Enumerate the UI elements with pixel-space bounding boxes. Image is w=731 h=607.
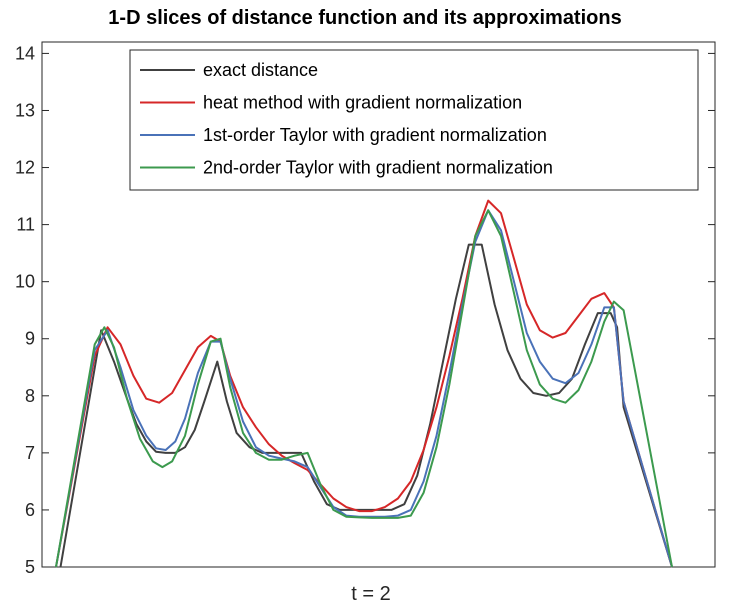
chart-title: 1-D slices of distance function and its …: [108, 7, 621, 29]
y-tick-label: 8: [25, 386, 35, 406]
y-tick-label: 9: [25, 329, 35, 349]
series-line-2: [55, 199, 673, 568]
y-tick-label: 14: [15, 43, 35, 63]
legend-entry-3: 1st-order Taylor with gradient normaliza…: [203, 125, 547, 145]
series-group: [55, 199, 673, 568]
series-line-4: [55, 209, 673, 568]
legend-entry-4: 2nd-order Taylor with gradient normaliza…: [203, 158, 553, 178]
legend-box: [129, 49, 699, 191]
y-tick-label: 5: [25, 557, 35, 577]
y-tick-label: 7: [25, 443, 35, 463]
x-axis-label: t = 2: [351, 583, 390, 605]
legend: exact distance heat method with gradient …: [129, 49, 699, 191]
legend-entry-1: exact distance: [203, 60, 318, 80]
legend-entry-2: heat method with gradient normalization: [203, 93, 522, 113]
y-tick-label: 13: [15, 100, 35, 120]
y-tick-label: 10: [15, 272, 35, 292]
y-tick-label: 11: [16, 215, 35, 235]
y-axis: 5 6 7 8 9 10 11 12 13 14: [15, 43, 715, 577]
y-tick-label: 6: [25, 500, 35, 520]
y-tick-label: 12: [15, 158, 35, 178]
